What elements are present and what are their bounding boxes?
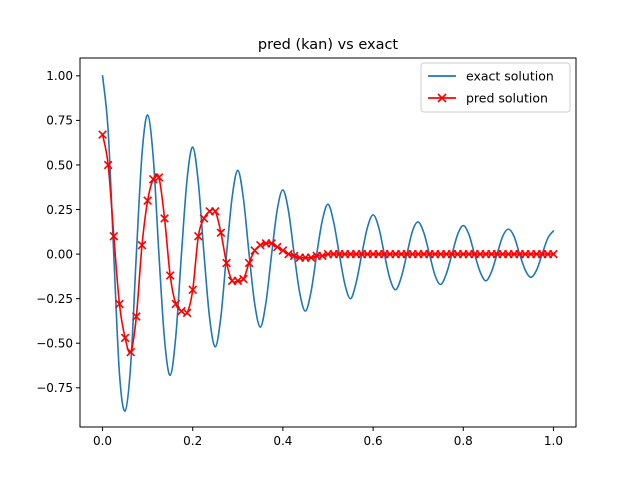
pred-point: [115, 299, 124, 309]
y-tick-label: 1.00: [46, 69, 73, 83]
pred-point: [244, 258, 254, 268]
x-tick-label: 0.4: [273, 434, 292, 448]
pred-point: [188, 285, 198, 295]
y-tick-label: 0.00: [46, 247, 73, 261]
pred-point: [216, 228, 226, 238]
pred-markers: [98, 130, 558, 357]
x-tick-label: 1.0: [544, 434, 563, 448]
pred-point: [193, 231, 203, 241]
legend: exact solution pred solution: [420, 62, 571, 113]
pred-point: [233, 276, 243, 286]
pred-point: [199, 214, 209, 223]
legend-swatch-pred-marker: [437, 93, 447, 103]
x-tick-label: 0.6: [364, 434, 383, 448]
pred-point: [171, 299, 181, 309]
pred-point: [222, 258, 231, 268]
legend-label-pred: pred solution: [466, 91, 548, 106]
y-tick-label: −0.50: [36, 337, 73, 351]
pred-point: [306, 253, 316, 263]
x-tick-label: 0.0: [93, 434, 112, 448]
series-layer: [98, 75, 558, 412]
pred-point: [160, 214, 169, 223]
pred-point: [177, 306, 186, 316]
pred-point: [210, 206, 220, 216]
y-tick-label: 0.75: [46, 114, 73, 128]
series-line-exact: [101, 75, 555, 412]
pred-point: [255, 240, 265, 250]
pred-point: [154, 173, 164, 182]
pred-point: [317, 251, 327, 261]
x-axis: 0.0 0.2 0.4 0.6 0.8 1.0: [93, 427, 563, 448]
pred-point: [549, 249, 558, 259]
chart-title: pred (kan) vs exact: [258, 37, 399, 53]
pred-point: [239, 274, 248, 284]
legend-label-exact: exact solution: [466, 69, 554, 84]
y-tick-label: −0.75: [36, 381, 73, 395]
pred-point: [182, 308, 192, 318]
pred-point: [103, 160, 113, 170]
y-tick-label: −0.25: [36, 292, 73, 306]
pred-point: [289, 251, 299, 261]
y-tick-label: 0.25: [46, 203, 73, 217]
pred-point: [272, 242, 282, 252]
pred-point: [284, 249, 293, 259]
y-tick-label: 0.50: [46, 158, 73, 172]
pred-point: [278, 246, 288, 255]
pred-point: [137, 240, 147, 250]
legend-box: [420, 62, 571, 113]
pred-point: [267, 239, 277, 248]
pred-point: [120, 333, 130, 343]
plot-frame: [79, 57, 577, 428]
pred-point: [165, 271, 175, 280]
x-tick-label: 0.8: [454, 434, 473, 448]
pred-point: [148, 174, 158, 184]
y-axis: −0.75 −0.50 −0.25 0.00 0.25 0.50 0.75 1.00: [36, 69, 80, 395]
pred-point: [109, 231, 119, 241]
pred-point: [131, 312, 141, 321]
pred-point: [126, 347, 136, 357]
pred-point: [143, 196, 153, 205]
x-tick-label: 0.2: [183, 434, 202, 448]
pred-point: [98, 130, 107, 140]
